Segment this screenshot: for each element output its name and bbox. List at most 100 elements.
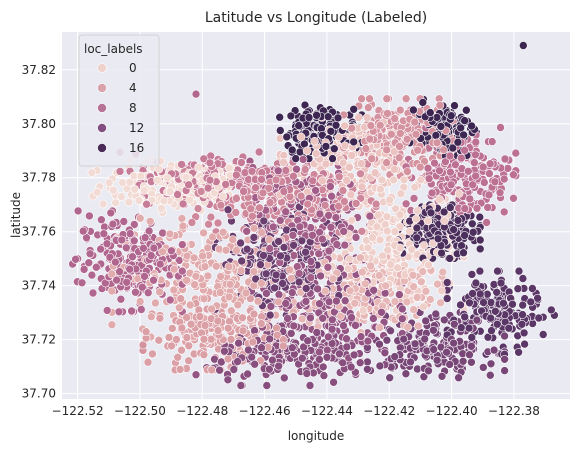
- x-tick-label: −122.44: [301, 404, 353, 418]
- data-point: [345, 286, 355, 296]
- data-point: [427, 188, 437, 198]
- data-point: [122, 243, 131, 253]
- data-point: [349, 137, 359, 147]
- data-point: [327, 191, 336, 201]
- data-point: [115, 267, 124, 276]
- data-point: [439, 207, 449, 217]
- data-point: [116, 294, 126, 304]
- data-point: [496, 278, 506, 288]
- data-point: [274, 297, 283, 307]
- data-point: [262, 381, 272, 390]
- data-point: [355, 358, 365, 368]
- data-point: [236, 266, 246, 275]
- data-point: [425, 295, 435, 304]
- data-point: [320, 201, 330, 210]
- data-point: [233, 300, 243, 310]
- data-point: [538, 330, 548, 339]
- data-point: [105, 252, 115, 262]
- data-point: [206, 212, 216, 222]
- data-point: [371, 199, 381, 209]
- data-point: [272, 330, 282, 340]
- data-point: [79, 265, 89, 274]
- data-point: [409, 282, 418, 291]
- data-point: [265, 310, 275, 320]
- x-axis-ticks: −122.52 −122.50 −122.48 −122.46 −122.44 −122.…: [52, 404, 540, 418]
- data-point: [416, 277, 426, 287]
- data-point: [375, 120, 385, 130]
- legend-marker: [97, 63, 107, 73]
- data-point: [413, 321, 423, 331]
- data-point: [182, 333, 192, 342]
- data-point: [124, 197, 134, 207]
- data-point: [181, 173, 191, 182]
- data-point: [271, 270, 281, 280]
- data-point: [167, 341, 176, 351]
- data-point: [478, 162, 488, 172]
- data-point: [248, 211, 257, 221]
- data-point: [426, 208, 436, 218]
- data-point: [251, 183, 260, 192]
- data-point: [448, 143, 458, 153]
- data-point: [356, 169, 365, 179]
- data-point: [289, 241, 298, 250]
- data-point: [363, 336, 373, 346]
- data-point: [421, 316, 431, 326]
- data-point: [163, 173, 172, 183]
- x-tick-label: −122.42: [363, 404, 415, 418]
- data-point: [168, 324, 177, 333]
- data-point: [236, 238, 245, 248]
- data-point: [268, 222, 278, 232]
- data-point: [405, 226, 414, 236]
- data-point: [297, 236, 307, 246]
- data-point: [340, 121, 349, 131]
- data-point: [479, 298, 488, 307]
- data-point: [177, 160, 186, 169]
- data-point: [140, 272, 149, 281]
- data-point: [485, 169, 494, 178]
- data-point: [375, 361, 385, 371]
- data-point: [279, 187, 289, 196]
- data-point: [216, 272, 225, 281]
- data-point: [418, 267, 428, 276]
- data-point: [143, 288, 153, 298]
- data-point: [272, 323, 281, 333]
- data-point: [326, 182, 335, 191]
- data-point: [184, 341, 194, 351]
- data-point: [286, 111, 296, 121]
- data-point: [262, 289, 271, 298]
- data-point: [213, 326, 223, 335]
- data-point: [283, 314, 292, 323]
- data-point: [256, 319, 266, 328]
- data-point: [346, 362, 356, 372]
- x-tick-label: −122.52: [52, 404, 104, 418]
- data-point: [499, 207, 509, 217]
- data-point: [500, 154, 510, 164]
- data-point: [165, 295, 175, 305]
- data-point: [465, 298, 474, 308]
- data-point: [322, 352, 332, 362]
- data-point: [114, 307, 124, 317]
- data-point: [255, 203, 264, 213]
- data-point: [546, 305, 556, 315]
- data-point: [157, 204, 166, 213]
- data-point: [259, 251, 268, 260]
- data-point: [407, 245, 417, 254]
- data-point: [139, 244, 148, 253]
- data-point: [439, 315, 449, 325]
- data-point: [221, 180, 230, 189]
- data-point: [87, 168, 97, 178]
- data-point: [303, 199, 313, 209]
- data-point: [375, 339, 384, 349]
- data-point: [435, 101, 445, 110]
- data-point: [418, 98, 428, 107]
- data-point: [228, 235, 237, 244]
- data-point: [411, 129, 421, 139]
- data-point: [365, 134, 375, 144]
- data-point: [109, 186, 118, 195]
- y-tick-label: 37.76: [22, 225, 56, 239]
- legend-marker: [97, 143, 107, 153]
- data-point: [424, 174, 434, 183]
- data-point: [338, 186, 348, 195]
- data-point: [437, 286, 446, 296]
- legend-label: 16: [129, 141, 144, 155]
